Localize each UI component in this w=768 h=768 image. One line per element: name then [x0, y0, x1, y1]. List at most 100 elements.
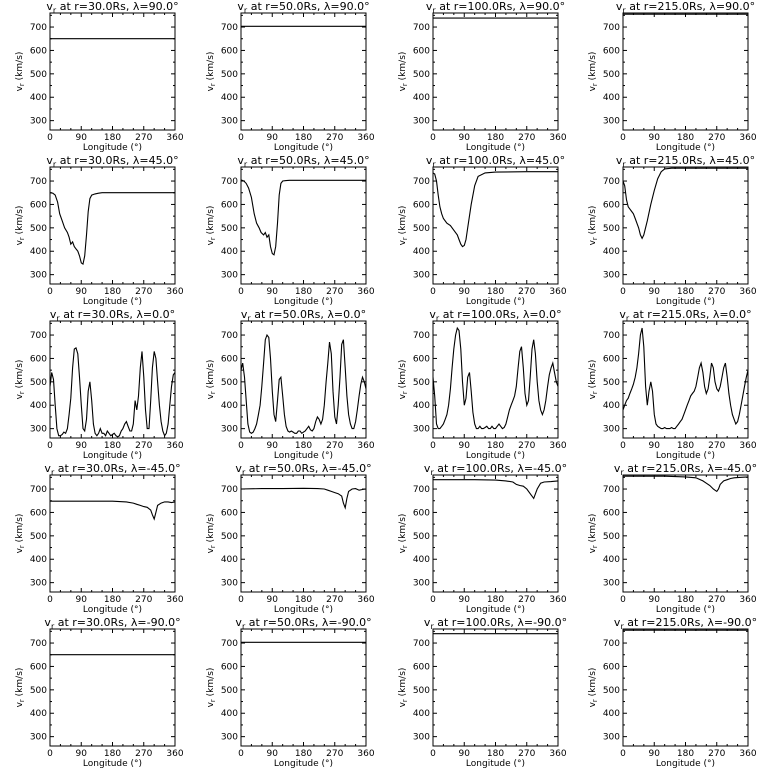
y-tick-label: 400	[221, 401, 238, 411]
y-tick-label: 500	[413, 378, 430, 388]
y-tick-label: 700	[413, 331, 430, 341]
y-tick-label: 500	[603, 532, 620, 542]
y-tick-label: 600	[30, 662, 47, 672]
y-tick-label: 500	[30, 378, 47, 388]
x-axis-label: Longitude (°)	[83, 451, 142, 461]
x-tick-label: 360	[357, 595, 374, 605]
x-tick-label: 90	[76, 749, 88, 759]
y-tick-label: 300	[603, 579, 620, 589]
panel-title: vr at r=100.0Rs, λ=0.0°	[429, 308, 561, 323]
y-axis-label: vr (km/s)	[588, 206, 599, 246]
x-tick-label: 360	[357, 441, 374, 451]
panel-19: vr at r=215.0Rs, λ=-90.0° 0 90 180 270 360 300…	[588, 616, 757, 768]
panel-16: vr at r=30.0Rs, λ=-90.0° 0 90 180 270 360 300 4…	[15, 616, 184, 768]
y-tick-label: 400	[30, 709, 47, 719]
y-tick-label: 400	[413, 93, 430, 103]
y-tick-label: 600	[413, 508, 430, 518]
y-tick-label: 500	[221, 686, 238, 696]
x-tick-label: 180	[677, 749, 694, 759]
panel-13: vr at r=50.0Rs, λ=-45.0° 0 90 180 270 360 300 4…	[206, 462, 375, 615]
y-axis-label: vr (km/s)	[206, 52, 217, 92]
x-tick-label: 360	[166, 441, 183, 451]
y-tick-label: 700	[603, 177, 620, 187]
y-tick-label: 500	[221, 378, 238, 388]
x-tick-label: 360	[357, 133, 374, 143]
x-tick-label: 0	[47, 749, 53, 759]
y-tick-label: 400	[30, 401, 47, 411]
x-tick-label: 360	[166, 749, 183, 759]
y-tick-label: 500	[30, 70, 47, 80]
x-tick-label: 270	[708, 133, 725, 143]
x-tick-label: 90	[459, 749, 471, 759]
y-axis-label: vr (km/s)	[15, 52, 26, 92]
x-tick-label: 270	[135, 441, 152, 451]
y-axis-label: vr (km/s)	[398, 360, 409, 400]
y-tick-label: 600	[603, 508, 620, 518]
x-tick-label: 0	[620, 133, 626, 143]
plot-frame	[49, 628, 176, 747]
y-tick-label: 400	[413, 555, 430, 565]
y-tick-label: 300	[413, 425, 430, 435]
x-axis-label: Longitude (°)	[83, 759, 142, 768]
panel-title: vr at r=50.0Rs, λ=0.0°	[241, 308, 366, 323]
y-tick-label: 600	[30, 354, 47, 364]
y-axis-label: vr (km/s)	[588, 52, 599, 92]
y-tick-label: 300	[30, 425, 47, 435]
x-tick-label: 360	[739, 287, 756, 297]
x-tick-label: 90	[649, 133, 661, 143]
y-axis-label: vr (km/s)	[206, 360, 217, 400]
y-tick-label: 600	[221, 508, 238, 518]
y-tick-label: 600	[30, 508, 47, 518]
y-tick-label: 300	[603, 425, 620, 435]
y-axis-label: vr (km/s)	[15, 206, 26, 246]
x-axis-label: Longitude (°)	[466, 759, 525, 768]
y-tick-label: 500	[221, 70, 238, 80]
x-tick-label: 180	[487, 133, 504, 143]
y-tick-label: 700	[30, 485, 47, 495]
y-tick-label: 700	[221, 639, 238, 649]
x-tick-label: 180	[295, 133, 312, 143]
x-tick-label: 0	[430, 749, 436, 759]
x-axis-label: Longitude (°)	[274, 143, 333, 153]
panel-4: vr at r=30.0Rs, λ=45.0° 0 90 180 270 360 300 40…	[15, 154, 184, 307]
x-tick-label: 270	[326, 749, 343, 759]
y-tick-label: 700	[413, 23, 430, 33]
x-tick-label: 270	[518, 287, 535, 297]
y-axis-label: vr (km/s)	[206, 514, 217, 554]
y-tick-label: 700	[413, 485, 430, 495]
y-axis-label: vr (km/s)	[398, 52, 409, 92]
x-tick-label: 360	[166, 595, 183, 605]
panel-title: vr at r=215.0Rs, λ=0.0°	[619, 308, 751, 323]
y-tick-label: 500	[603, 224, 620, 234]
y-tick-label: 500	[413, 686, 430, 696]
x-axis-label: Longitude (°)	[466, 143, 525, 153]
y-tick-label: 500	[30, 532, 47, 542]
y-tick-label: 400	[413, 401, 430, 411]
x-tick-label: 270	[135, 287, 152, 297]
y-axis-label: vr (km/s)	[398, 514, 409, 554]
x-tick-label: 90	[649, 595, 661, 605]
y-tick-label: 300	[603, 117, 620, 127]
x-tick-label: 270	[518, 133, 535, 143]
y-tick-label: 400	[221, 93, 238, 103]
x-tick-label: 180	[487, 287, 504, 297]
y-tick-label: 600	[221, 662, 238, 672]
y-tick-label: 600	[221, 46, 238, 56]
panel-title: vr at r=30.0Rs, λ=0.0°	[50, 308, 175, 323]
series-line-0	[50, 192, 175, 266]
y-tick-label: 700	[221, 331, 238, 341]
x-tick-label: 180	[104, 441, 121, 451]
series-line-0	[241, 487, 366, 510]
x-tick-label: 360	[739, 595, 756, 605]
series-line-0	[50, 347, 175, 438]
y-tick-label: 300	[30, 271, 47, 281]
x-axis-label: Longitude (°)	[656, 297, 715, 307]
panel-title: vr at r=100.0Rs, λ=-90.0°	[424, 616, 567, 631]
x-axis-label: Longitude (°)	[656, 605, 715, 615]
x-tick-label: 0	[620, 287, 626, 297]
plot-frame	[49, 12, 176, 131]
y-axis-label: vr (km/s)	[206, 668, 217, 708]
panel-title: vr at r=215.0Rs, λ=90.0°	[616, 0, 755, 15]
series-line-0	[433, 479, 558, 500]
panel-9: vr at r=50.0Rs, λ=0.0° 0 90 180 270 360 300 400…	[206, 308, 375, 461]
